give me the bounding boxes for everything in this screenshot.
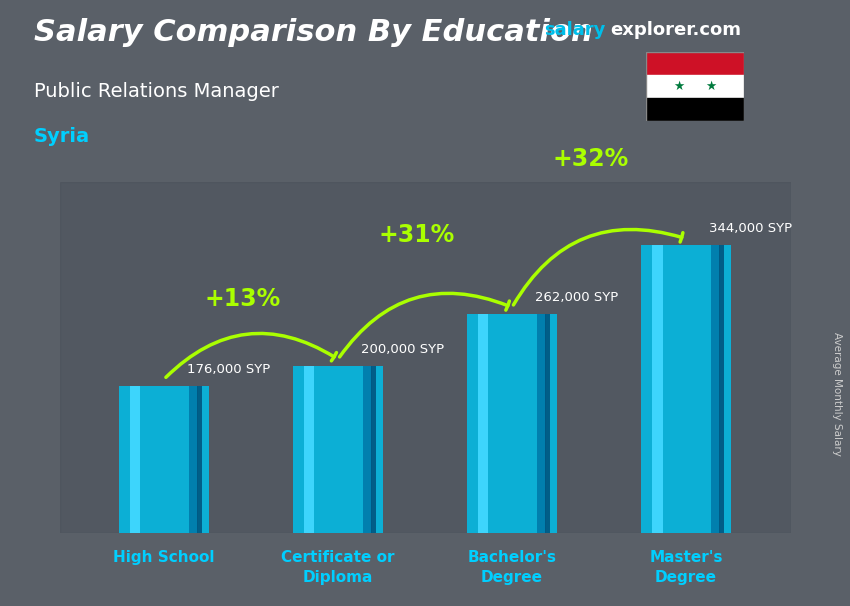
Bar: [537, 314, 547, 533]
Text: +13%: +13%: [204, 287, 280, 311]
Text: Salary Comparison By Education: Salary Comparison By Education: [34, 18, 592, 47]
Text: salary: salary: [544, 21, 605, 39]
Bar: [646, 75, 744, 98]
Bar: [303, 366, 314, 533]
Bar: [718, 245, 724, 533]
Text: 262,000 SYP: 262,000 SYP: [535, 291, 618, 304]
Text: Syria: Syria: [34, 127, 90, 146]
Text: Average Monthly Salary: Average Monthly Salary: [832, 332, 842, 456]
Bar: [646, 52, 744, 75]
Bar: [652, 245, 662, 533]
Bar: [467, 314, 558, 533]
Bar: [190, 386, 198, 533]
Bar: [129, 386, 140, 533]
Text: 176,000 SYP: 176,000 SYP: [186, 363, 269, 376]
Text: explorer.com: explorer.com: [610, 21, 741, 39]
Bar: [119, 386, 209, 533]
Bar: [545, 314, 550, 533]
Text: +31%: +31%: [378, 222, 455, 247]
Bar: [60, 182, 791, 533]
Bar: [196, 386, 202, 533]
Text: ★: ★: [673, 80, 684, 93]
Bar: [711, 245, 721, 533]
Text: 344,000 SYP: 344,000 SYP: [709, 222, 792, 235]
Bar: [363, 366, 372, 533]
Bar: [292, 366, 383, 533]
Text: ★: ★: [706, 80, 717, 93]
Text: +32%: +32%: [552, 147, 628, 171]
Bar: [641, 245, 731, 533]
Bar: [478, 314, 489, 533]
Bar: [646, 98, 744, 121]
Text: 200,000 SYP: 200,000 SYP: [360, 343, 444, 356]
Text: Public Relations Manager: Public Relations Manager: [34, 82, 279, 101]
Bar: [371, 366, 376, 533]
